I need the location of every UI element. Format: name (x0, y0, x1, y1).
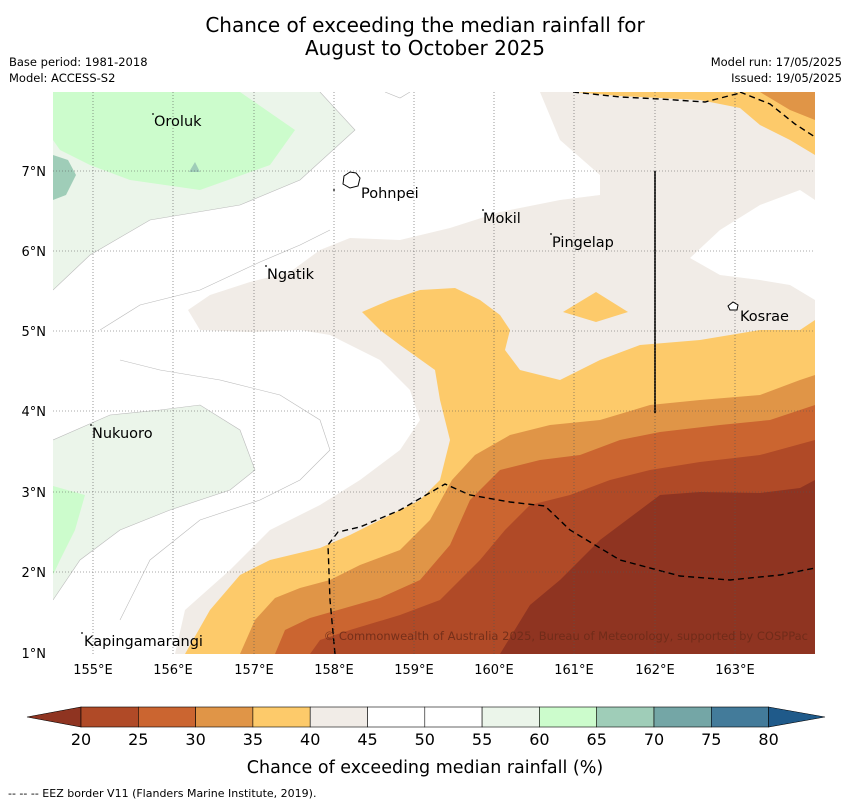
colorbar-tick-45: 45 (357, 730, 377, 749)
nukuoro-marker (90, 424, 92, 426)
lat-tick-6n: 6°N (22, 245, 47, 260)
label-kosrae: Kosrae (740, 309, 789, 325)
colorbar-65-70 (596, 706, 655, 728)
eez-footnote: -- -- -- EEZ border V11 (Flanders Marine… (8, 787, 316, 800)
colorbar-tick-80: 80 (758, 730, 778, 749)
model-text: Model: ACCESS-S2 (9, 71, 116, 85)
colorbar-gt80 (768, 706, 826, 728)
lon-tick-156e: 156°E (153, 663, 193, 678)
label-ngatik: Ngatik (267, 267, 315, 283)
kosrae-island-shape (727, 301, 739, 311)
region-35-40-north (573, 92, 815, 155)
map-panel: Oroluk Pohnpei Mokil Pingelap Ngatik Kos… (53, 92, 815, 654)
kapingamarangi-marker (81, 632, 83, 634)
colorbar-tick-75: 75 (701, 730, 721, 749)
pohnpei-island-shape (342, 171, 361, 189)
colorbar-35-40 (252, 706, 311, 728)
mokil-marker (482, 209, 484, 211)
colorbar-25-30 (138, 706, 196, 728)
lon-tick-157e: 157°E (234, 663, 274, 678)
region-45-55-east (690, 190, 815, 300)
label-pohnpei: Pohnpei (361, 186, 419, 202)
lon-tick-155e: 155°E (73, 663, 113, 678)
colorbar-55-60 (481, 706, 540, 728)
colorbar-tick-20: 20 (71, 730, 91, 749)
region-30-35-north (760, 92, 815, 120)
lon-tick-159e: 159°E (394, 663, 434, 678)
ngatik-marker (265, 265, 267, 267)
colorbar (26, 706, 826, 728)
colorbar-tick-50: 50 (415, 730, 435, 749)
title-line-2: August to October 2025 (304, 36, 546, 60)
colorbar-tick-40: 40 (300, 730, 320, 749)
lon-tick-162e: 162°E (635, 663, 675, 678)
label-oroluk: Oroluk (154, 114, 202, 130)
title-line-1: Chance of exceeding the median rainfall … (205, 13, 645, 37)
lat-tick-5n: 5°N (22, 325, 47, 340)
lon-tick-163e: 163°E (715, 663, 755, 678)
lon-tick-161e: 161°E (554, 663, 594, 678)
copyright-text: © Commonwealth of Australia 2025, Bureau… (324, 629, 808, 643)
region-60-65-southwest (53, 486, 85, 575)
colorbar-60-65 (539, 706, 598, 728)
colorbar-20-25 (80, 706, 139, 728)
label-kapingamarangi: Kapingamarangi (84, 634, 203, 650)
region-65-70-west (53, 155, 76, 200)
colorbar-70-75 (653, 706, 712, 728)
colorbar-tick-25: 25 (128, 730, 148, 749)
region-60-65-north (53, 92, 295, 190)
region-lt20 (500, 480, 815, 654)
colorbar-label: Chance of exceeding median rainfall (%) (247, 758, 603, 778)
label-nukuoro: Nukuoro (92, 426, 153, 442)
pingelap-marker (550, 233, 552, 235)
colorbar-50-55 (424, 706, 483, 728)
region-55-60-southwest (53, 405, 255, 600)
lat-tick-1n: 1°N (22, 647, 47, 662)
colorbar-tick-70: 70 (644, 730, 664, 749)
label-pingelap: Pingelap (552, 235, 614, 251)
region-65-70-small (189, 162, 200, 172)
oroluk-marker (152, 113, 154, 115)
colorbar-tick-35: 35 (243, 730, 263, 749)
colorbar-30-35 (195, 706, 254, 728)
base-period-text: Base period: 1981-2018 (9, 55, 148, 69)
region-35-40-pocket (563, 292, 628, 322)
colorbar-lt20 (26, 706, 82, 728)
model-run-text: Model run: 17/05/2025 (710, 55, 842, 69)
colorbar-tick-60: 60 (529, 730, 549, 749)
colorbar-75-80 (710, 706, 769, 728)
pohnpei-small-marker (333, 189, 335, 191)
colorbar-tick-55: 55 (472, 730, 492, 749)
colorbar-tick-30: 30 (185, 730, 205, 749)
lat-tick-3n: 3°N (22, 486, 47, 501)
colorbar-45-50 (367, 706, 426, 728)
colorbar-tick-65: 65 (587, 730, 607, 749)
lat-tick-7n: 7°N (22, 165, 47, 180)
issued-text: Issued: 19/05/2025 (731, 71, 842, 85)
colorbar-40-45 (309, 706, 368, 728)
lon-tick-160e: 160°E (474, 663, 514, 678)
lat-tick-2n: 2°N (22, 566, 47, 581)
lat-tick-4n: 4°N (22, 405, 47, 420)
label-mokil: Mokil (483, 211, 521, 227)
lon-tick-158e: 158°E (314, 663, 354, 678)
